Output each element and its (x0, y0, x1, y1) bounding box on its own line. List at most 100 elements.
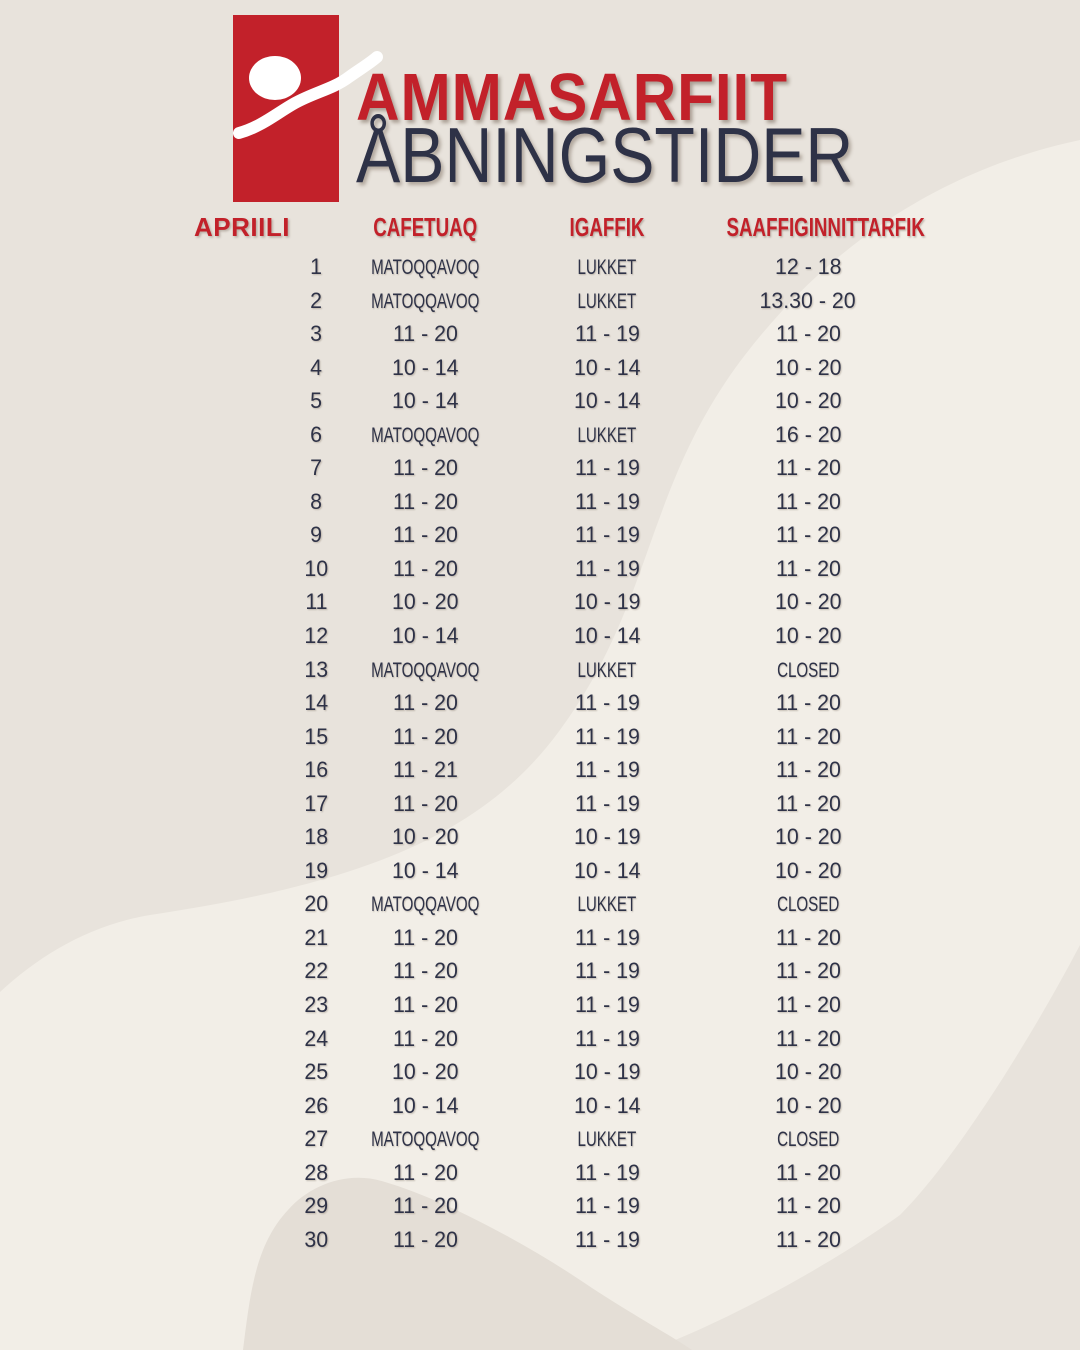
table-row: 1 MATOQQAVOQ LUKKET 12 - 18 (0, 250, 1080, 284)
cafetuaq-cell: 10 - 20 (391, 1059, 459, 1085)
column-header-cafetuaq: CAFETUAQ (373, 212, 477, 242)
table-row: 17 11 - 20 11 - 19 11 - 20 (0, 787, 1080, 821)
cafetuaq-cell: 11 - 20 (392, 321, 458, 347)
day-cell: 19 (304, 857, 328, 883)
cafetuaq-cell: 10 - 20 (391, 824, 459, 850)
table-header-row: APRIILI CAFETUAQ IGAFFIK SAAFFIGINNITTAR… (0, 211, 1080, 243)
igaffik-cell: 11 - 19 (574, 790, 640, 816)
saaffiginnittarfik-cell: 10 - 20 (774, 589, 842, 615)
igaffik-cell: 10 - 19 (573, 824, 641, 850)
igaffik-cell: LUKKET (577, 256, 637, 279)
igaffik-cell: 11 - 19 (574, 992, 640, 1018)
cafetuaq-cell: 11 - 20 (392, 723, 458, 749)
cafetuaq-cell: 10 - 14 (391, 857, 459, 883)
table-row: 6 MATOQQAVOQ LUKKET 16 - 20 (0, 418, 1080, 452)
day-cell: 22 (304, 958, 328, 984)
table-row: 11 10 - 20 10 - 19 10 - 20 (0, 585, 1080, 619)
saaffiginnittarfik-cell: 10 - 20 (774, 1059, 842, 1085)
table-row: 13 MATOQQAVOQ LUKKET CLOSED (0, 653, 1080, 687)
igaffik-cell: 11 - 19 (574, 1025, 640, 1051)
igaffik-cell: 11 - 19 (574, 1159, 640, 1185)
saaffiginnittarfik-cell: 11 - 20 (775, 555, 841, 581)
table-row: 15 11 - 20 11 - 19 11 - 20 (0, 720, 1080, 754)
igaffik-cell: LUKKET (577, 1128, 637, 1152)
table-row: 4 10 - 14 10 - 14 10 - 20 (0, 351, 1080, 385)
saaffiginnittarfik-cell: 10 - 20 (774, 824, 842, 850)
saaffiginnittarfik-cell: 11 - 20 (775, 690, 841, 716)
igaffik-cell: LUKKET (577, 658, 637, 682)
table-row: 14 11 - 20 11 - 19 11 - 20 (0, 686, 1080, 720)
table-row: 24 11 - 20 11 - 19 11 - 20 (0, 1022, 1080, 1056)
page-title: AMMASARFIIT (356, 60, 788, 135)
igaffik-cell: 10 - 14 (573, 1092, 641, 1118)
cafetuaq-cell: 11 - 20 (392, 924, 458, 950)
igaffik-cell: 11 - 19 (574, 958, 640, 984)
saaffiginnittarfik-cell: 10 - 20 (774, 354, 842, 380)
table-row: 10 11 - 20 11 - 19 11 - 20 (0, 552, 1080, 586)
saaffiginnittarfik-cell: 11 - 20 (775, 790, 841, 816)
saaffiginnittarfik-cell: 11 - 20 (775, 958, 841, 984)
cafetuaq-cell: 11 - 20 (392, 958, 458, 984)
saaffiginnittarfik-cell: 10 - 20 (774, 857, 842, 883)
igaffik-cell: 11 - 19 (574, 455, 640, 481)
day-cell: 9 (310, 522, 322, 548)
day-cell: 27 (304, 1126, 328, 1152)
cafetuaq-cell: 11 - 20 (392, 1193, 458, 1219)
background-dark-blob (243, 1177, 692, 1350)
igaffik-cell: 11 - 19 (574, 757, 640, 783)
saaffiginnittarfik-cell: 11 - 20 (775, 1159, 841, 1185)
table-row: 25 10 - 20 10 - 19 10 - 20 (0, 1055, 1080, 1089)
day-cell: 16 (304, 757, 328, 783)
cafetuaq-cell: MATOQQAVOQ (370, 658, 480, 682)
day-cell: 24 (304, 1025, 328, 1051)
saaffiginnittarfik-cell: 11 - 20 (775, 924, 841, 950)
cafetuaq-cell: 11 - 20 (392, 455, 458, 481)
day-cell: 18 (304, 824, 328, 850)
table-row: 3 11 - 20 11 - 19 11 - 20 (0, 317, 1080, 351)
saaffiginnittarfik-cell: 10 - 20 (774, 1092, 842, 1118)
column-header-saaffiginnittarfik: SAAFFIGINNITTARFIK (726, 212, 925, 242)
igaffik-cell: 11 - 19 (574, 924, 640, 950)
saaffiginnittarfik-cell: 12 - 18 (774, 254, 842, 279)
logo-circle (249, 56, 301, 100)
igaffik-cell: LUKKET (577, 289, 637, 313)
day-cell: 7 (310, 455, 322, 481)
day-cell: 15 (304, 723, 328, 749)
day-cell: 13 (304, 656, 328, 682)
cafetuaq-cell: MATOQQAVOQ (370, 256, 480, 279)
table-row: 9 11 - 20 11 - 19 11 - 20 (0, 518, 1080, 552)
day-cell: 23 (304, 992, 328, 1018)
saaffiginnittarfik-cell: 13.30 - 20 (759, 287, 857, 313)
cafetuaq-cell: 11 - 20 (392, 488, 458, 514)
cafetuaq-cell: 10 - 20 (391, 589, 459, 615)
cafetuaq-cell: 10 - 14 (391, 623, 459, 649)
cafetuaq-cell: MATOQQAVOQ (370, 289, 480, 313)
day-cell: 20 (304, 891, 328, 917)
table-row: 29 11 - 20 11 - 19 11 - 20 (0, 1189, 1080, 1223)
igaffik-cell: LUKKET (577, 423, 637, 447)
saaffiginnittarfik-cell: CLOSED (776, 893, 840, 917)
saaffiginnittarfik-cell: 11 - 20 (775, 757, 841, 783)
schedule-rows: 1 MATOQQAVOQ LUKKET 12 - 18 2 MATOQQAVOQ LUKKE… (0, 250, 1080, 1256)
day-cell: 25 (304, 1059, 328, 1085)
saaffiginnittarfik-cell: 11 - 20 (775, 1025, 841, 1051)
day-cell: 12 (304, 623, 328, 649)
saaffiginnittarfik-cell: 11 - 20 (775, 488, 841, 514)
table-row: 22 11 - 20 11 - 19 11 - 20 (0, 954, 1080, 988)
igaffik-cell: 10 - 19 (573, 1059, 641, 1085)
igaffik-cell: 10 - 19 (573, 589, 641, 615)
saaffiginnittarfik-cell: 10 - 20 (774, 623, 842, 649)
saaffiginnittarfik-cell: 11 - 20 (775, 992, 841, 1018)
table-row: 19 10 - 14 10 - 14 10 - 20 (0, 854, 1080, 888)
day-cell: 11 (304, 589, 328, 615)
day-cell: 26 (304, 1092, 328, 1118)
cafetuaq-cell: 10 - 14 (391, 354, 459, 380)
table-row: 5 10 - 14 10 - 14 10 - 20 (0, 384, 1080, 418)
day-cell: 6 (310, 421, 322, 447)
table-row: 16 11 - 21 11 - 19 11 - 20 (0, 753, 1080, 787)
cafetuaq-cell: MATOQQAVOQ (370, 893, 480, 917)
person-swoosh-logo (233, 15, 383, 202)
saaffiginnittarfik-cell: CLOSED (776, 1128, 840, 1152)
day-cell: 14 (304, 690, 328, 716)
